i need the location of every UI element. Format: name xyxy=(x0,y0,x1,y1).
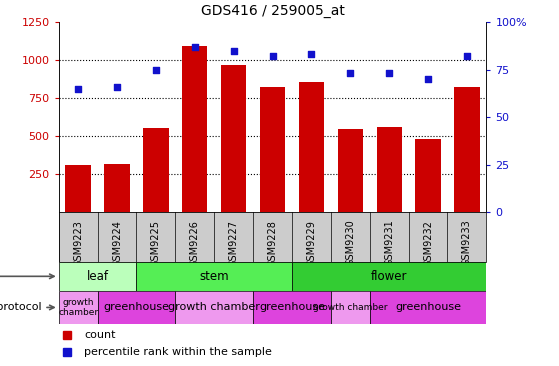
Point xyxy=(385,70,394,76)
Text: GSM9231: GSM9231 xyxy=(384,220,394,266)
Point xyxy=(190,44,199,50)
Point xyxy=(151,67,160,72)
Point xyxy=(112,84,121,90)
Text: GSM9223: GSM9223 xyxy=(73,220,83,266)
Text: leaf: leaf xyxy=(87,270,108,283)
Bar xyxy=(338,129,363,212)
Text: stem: stem xyxy=(200,270,229,283)
Bar xyxy=(182,45,207,212)
Bar xyxy=(454,87,480,212)
Bar xyxy=(253,291,331,324)
Text: GSM9226: GSM9226 xyxy=(190,220,200,266)
Bar xyxy=(369,291,486,324)
Title: GDS416 / 259005_at: GDS416 / 259005_at xyxy=(201,4,344,18)
Bar xyxy=(143,128,168,212)
Text: GSM9225: GSM9225 xyxy=(151,220,161,267)
Text: growth chamber: growth chamber xyxy=(313,303,387,312)
Text: GSM9227: GSM9227 xyxy=(229,220,239,267)
Bar xyxy=(377,127,402,212)
Text: greenhouse: greenhouse xyxy=(259,302,325,313)
Point xyxy=(462,53,471,59)
Bar xyxy=(221,64,247,212)
Point xyxy=(346,70,355,76)
Text: GSM9232: GSM9232 xyxy=(423,220,433,266)
Text: GSM9233: GSM9233 xyxy=(462,220,472,266)
Bar xyxy=(98,291,176,324)
Text: GSM9228: GSM9228 xyxy=(268,220,277,266)
Text: percentile rank within the sample: percentile rank within the sample xyxy=(84,347,272,356)
Text: growth chamber: growth chamber xyxy=(168,302,260,313)
Bar xyxy=(105,164,130,212)
Point xyxy=(229,48,238,53)
Point xyxy=(74,86,83,92)
Text: GSM9224: GSM9224 xyxy=(112,220,122,266)
Bar xyxy=(176,291,253,324)
Bar xyxy=(65,165,91,212)
Text: greenhouse: greenhouse xyxy=(395,302,461,313)
Bar xyxy=(136,262,292,291)
Text: count: count xyxy=(84,330,116,340)
Bar xyxy=(260,87,285,212)
Text: GSM9230: GSM9230 xyxy=(345,220,356,266)
Point xyxy=(268,53,277,59)
Bar xyxy=(415,139,440,212)
Text: greenhouse: greenhouse xyxy=(103,302,169,313)
Text: flower: flower xyxy=(371,270,408,283)
Text: growth
chamber: growth chamber xyxy=(58,298,98,317)
Text: GSM9229: GSM9229 xyxy=(306,220,316,266)
Bar xyxy=(331,291,369,324)
Bar xyxy=(59,262,136,291)
Text: tissue: tissue xyxy=(0,271,54,281)
Bar xyxy=(292,262,486,291)
Bar xyxy=(59,291,98,324)
Text: growth protocol: growth protocol xyxy=(0,302,54,313)
Point xyxy=(307,51,316,57)
Bar xyxy=(299,82,324,212)
Point xyxy=(424,76,433,82)
